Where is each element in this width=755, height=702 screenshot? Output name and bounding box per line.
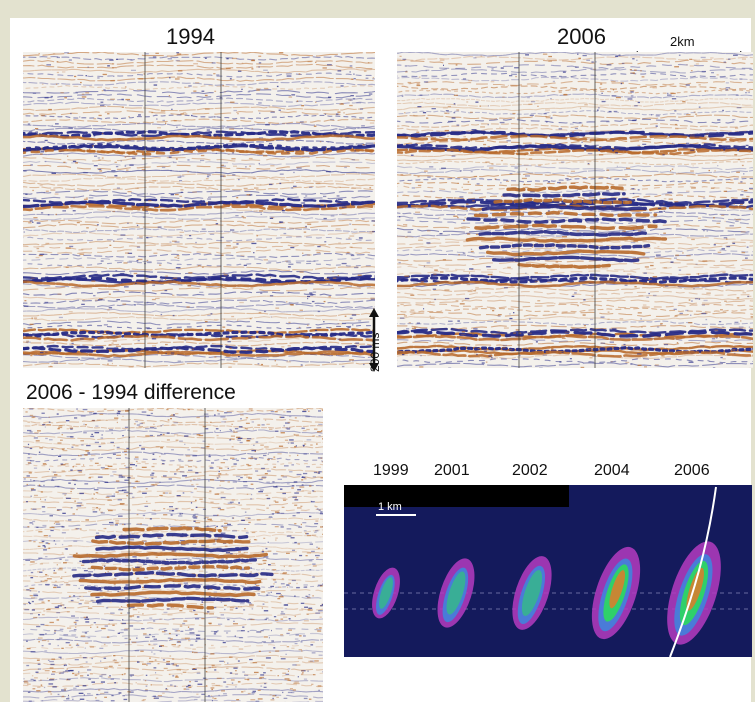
plume-1999 — [372, 567, 400, 619]
title-2006: 2006 — [557, 24, 606, 49]
plume-year-2006: 2006 — [674, 462, 710, 479]
seismic-traces — [23, 52, 375, 368]
plume-2002 — [512, 556, 552, 630]
plume-scale-label: 1 km — [378, 501, 402, 513]
plume-year-2002: 2002 — [512, 462, 548, 479]
plume-map-panel: 1 km — [344, 485, 752, 657]
seismic-traces — [23, 408, 323, 702]
plume-year-2004: 2004 — [594, 462, 630, 479]
plume-header-band — [344, 485, 569, 507]
plume-year-1999: 1999 — [373, 462, 409, 479]
seismic-panel-difference — [23, 408, 323, 702]
plume-section-line — [669, 486, 717, 657]
time-scale-label: 200 ms — [368, 332, 382, 372]
seismic-panel-1994 — [23, 52, 375, 368]
time-scale-bar — [366, 308, 382, 372]
plume-year-2001: 2001 — [434, 462, 470, 479]
plume-2004 — [591, 546, 641, 640]
seismic-panel-2006 — [397, 52, 753, 368]
plume-2001 — [437, 558, 475, 628]
seismic-traces — [397, 52, 753, 368]
title-1994: 1994 — [166, 24, 215, 49]
plume-maps — [344, 485, 752, 657]
title-difference: 2006 - 1994 difference — [26, 381, 236, 404]
scale-bar-label: 2km — [670, 34, 695, 49]
